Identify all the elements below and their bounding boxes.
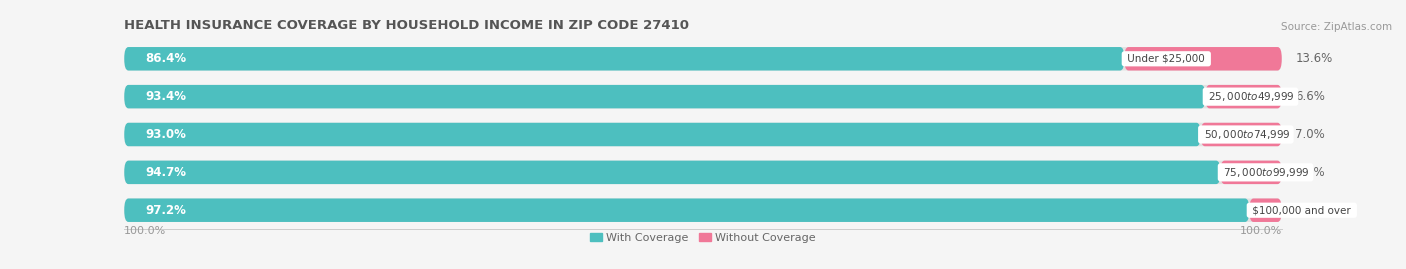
Text: 86.4%: 86.4%: [145, 52, 186, 65]
Text: $25,000 to $49,999: $25,000 to $49,999: [1205, 90, 1296, 103]
Text: $50,000 to $74,999: $50,000 to $74,999: [1201, 128, 1291, 141]
Text: 94.7%: 94.7%: [145, 166, 186, 179]
FancyBboxPatch shape: [1220, 161, 1282, 184]
Text: 100.0%: 100.0%: [1240, 226, 1282, 236]
Text: $75,000 to $99,999: $75,000 to $99,999: [1220, 166, 1310, 179]
Text: HEALTH INSURANCE COVERAGE BY HOUSEHOLD INCOME IN ZIP CODE 27410: HEALTH INSURANCE COVERAGE BY HOUSEHOLD I…: [124, 19, 689, 31]
FancyBboxPatch shape: [124, 47, 1282, 70]
FancyBboxPatch shape: [1250, 199, 1282, 222]
FancyBboxPatch shape: [124, 85, 1205, 108]
FancyBboxPatch shape: [124, 199, 1282, 222]
FancyBboxPatch shape: [1201, 123, 1282, 146]
FancyBboxPatch shape: [124, 85, 1282, 108]
FancyBboxPatch shape: [1125, 47, 1282, 70]
Text: 93.0%: 93.0%: [145, 128, 186, 141]
Text: 93.4%: 93.4%: [145, 90, 186, 103]
Text: 7.0%: 7.0%: [1295, 128, 1326, 141]
Text: 5.3%: 5.3%: [1295, 166, 1324, 179]
Text: 100.0%: 100.0%: [124, 226, 166, 236]
FancyBboxPatch shape: [124, 123, 1201, 146]
FancyBboxPatch shape: [124, 161, 1220, 184]
Text: 97.2%: 97.2%: [145, 204, 186, 217]
FancyBboxPatch shape: [1205, 85, 1282, 108]
FancyBboxPatch shape: [124, 161, 1282, 184]
Text: 2.8%: 2.8%: [1295, 204, 1326, 217]
FancyBboxPatch shape: [124, 199, 1250, 222]
FancyBboxPatch shape: [124, 123, 1282, 146]
FancyBboxPatch shape: [124, 47, 1125, 70]
Legend: With Coverage, Without Coverage: With Coverage, Without Coverage: [586, 229, 820, 247]
Text: Under $25,000: Under $25,000: [1125, 54, 1208, 64]
Text: Source: ZipAtlas.com: Source: ZipAtlas.com: [1281, 22, 1392, 31]
Text: $100,000 and over: $100,000 and over: [1250, 205, 1354, 215]
Text: 13.6%: 13.6%: [1295, 52, 1333, 65]
Text: 6.6%: 6.6%: [1295, 90, 1326, 103]
